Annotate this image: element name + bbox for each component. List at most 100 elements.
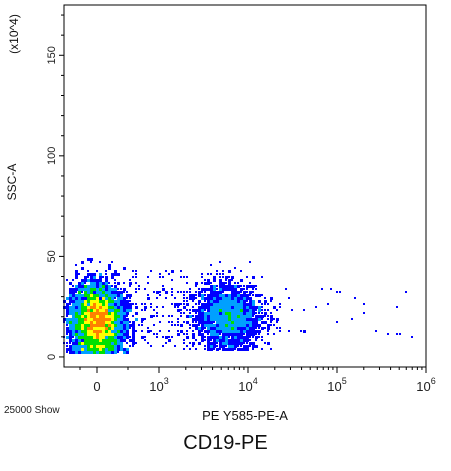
event-dot [108,288,111,291]
event-dot [93,282,96,285]
event-dot [72,324,75,327]
event-dot [267,333,269,335]
event-dot [228,327,231,330]
event-dot [231,306,234,309]
event-dot [72,297,75,300]
event-dot [72,312,75,315]
event-dot [96,294,99,297]
event-dot [126,297,128,299]
event-dot [207,309,210,312]
event-dot [288,297,290,299]
event-dot [267,318,269,320]
event-dot [93,288,96,291]
event-dot [69,282,72,285]
event-dot [252,342,255,345]
event-dot [330,288,332,290]
event-dot [114,288,117,291]
event-dot [96,285,99,288]
event-dot [114,282,116,284]
event-dot [264,312,267,315]
event-dot [216,339,219,342]
event-dot [231,339,234,342]
event-dot [204,309,206,311]
event-dot [222,336,225,339]
event-dot [204,294,206,296]
event-dot [111,276,114,279]
event-dot [219,333,221,335]
event-dot [240,270,242,272]
event-dot [105,348,108,351]
event-dot [117,339,120,342]
event-dot [66,330,69,333]
event-dot [90,297,93,300]
event-dot [99,315,102,318]
event-dot [105,276,108,279]
event-dot [261,327,264,330]
event-dot [126,342,128,344]
event-dot [117,342,120,345]
event-dot [183,306,186,309]
event-dot [135,282,137,284]
event-dot [231,333,234,336]
event-dot [249,312,252,315]
event-dot [126,318,129,321]
event-dot [225,300,228,303]
event-dot [363,312,365,314]
event-dot [180,312,182,314]
event-dot [264,327,266,329]
event-dot [234,336,237,339]
event-dot [105,318,108,321]
event-dot [123,330,126,333]
event-dot [243,300,246,303]
event-dot [225,318,228,321]
event-dot [219,300,222,303]
event-dot [204,339,206,341]
event-dot [66,351,68,353]
x-tick-label: 105 [327,376,346,394]
event-dot [102,339,105,342]
event-dot [84,312,87,315]
event-dot [120,333,123,336]
event-dot [228,279,231,282]
event-dot [114,327,117,330]
event-dot [111,324,114,327]
event-dot [237,303,240,306]
event-dot [255,288,257,290]
event-dot [141,321,143,323]
event-dot [75,300,78,303]
event-dot [189,288,191,290]
event-dot [81,345,84,348]
event-dot [147,276,149,278]
event-dot [222,348,225,351]
event-dot [225,345,227,347]
event-dot [90,330,93,333]
event-dot [69,324,72,327]
event-dot [258,312,260,314]
event-dot [225,288,228,291]
event-dot [75,309,78,312]
event-dot [222,312,225,315]
event-dot [207,273,209,275]
event-dot [237,297,240,300]
event-dot [177,333,180,336]
event-dot [234,315,237,318]
event-dot [213,297,216,300]
event-dot [270,297,273,300]
event-dot [399,333,401,335]
event-dot [69,351,72,354]
event-dot [258,300,261,303]
event-dot [102,306,105,309]
event-dot [102,285,105,288]
event-dot [93,345,96,348]
event-dot [267,342,270,345]
event-dot [75,291,77,293]
event-dot [69,294,72,297]
event-dot [276,327,278,329]
event-dot [99,309,102,312]
event-dot [120,327,123,330]
event-dot [102,294,105,297]
event-dot [258,336,260,338]
event-dot [303,309,305,311]
event-dot [234,306,237,309]
event-dot [129,303,132,306]
